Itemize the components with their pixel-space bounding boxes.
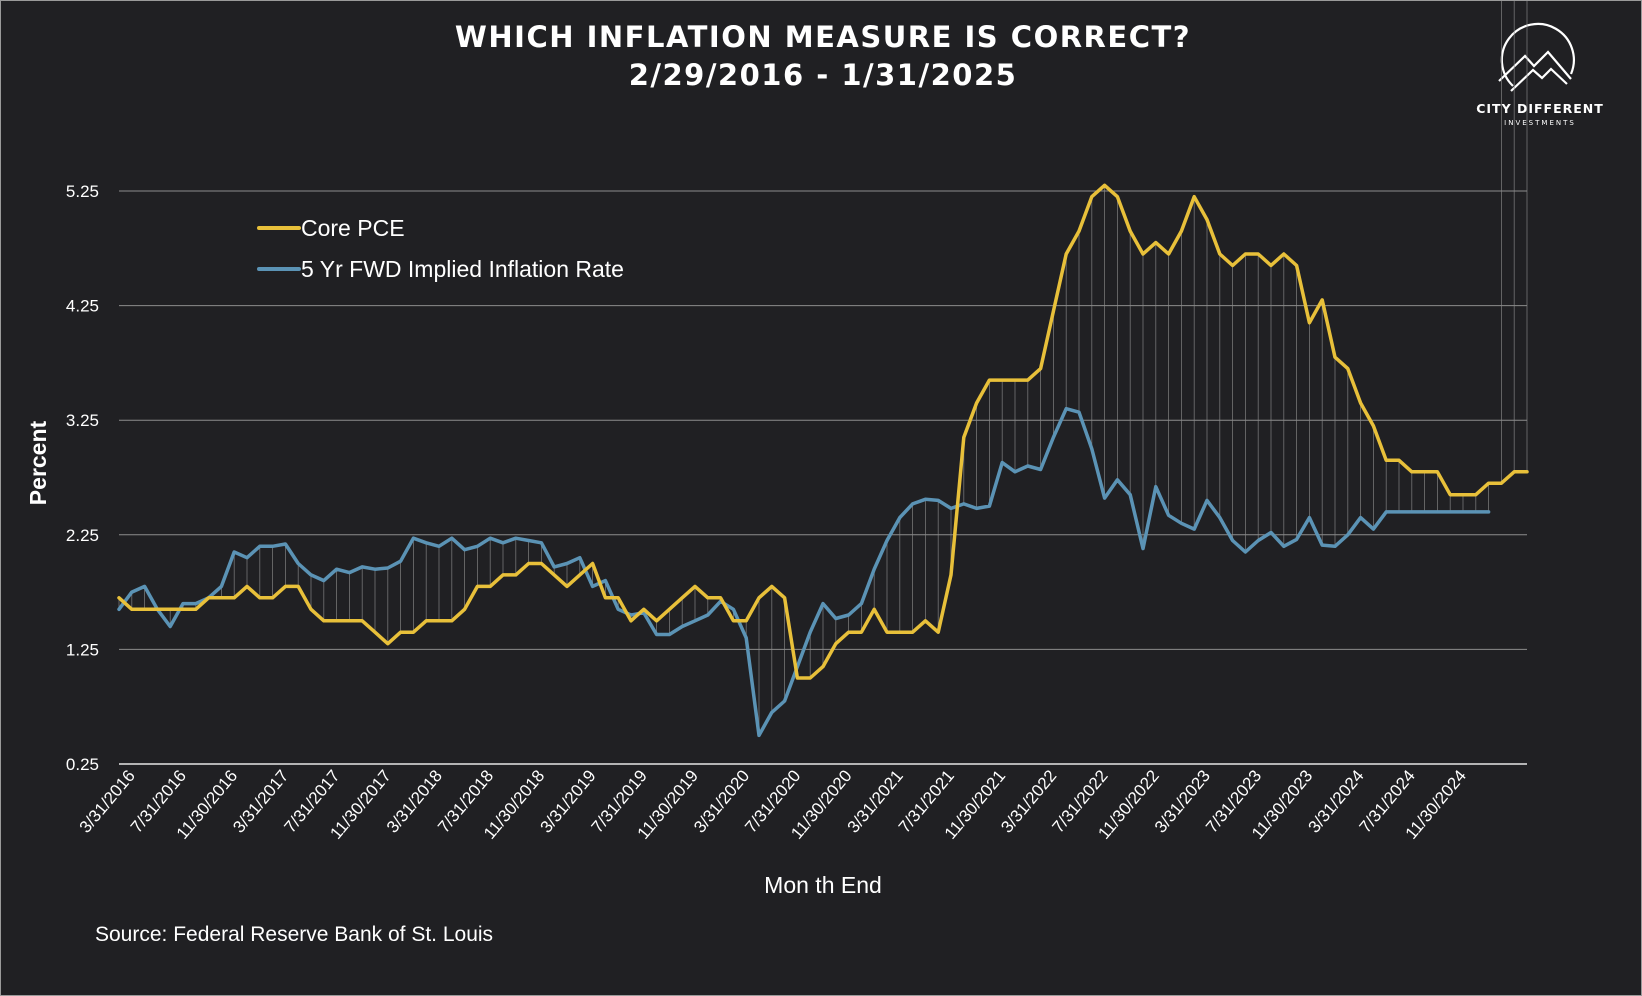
- legend-label-core-pce: Core PCE: [301, 215, 405, 241]
- chart-subtitle: 2/29/2016 - 1/31/2025: [629, 58, 1018, 92]
- chart-title: WHICH INFLATION MEASURE IS CORRECT?: [455, 20, 1191, 54]
- y-tick-label: 0.25: [66, 755, 99, 774]
- logo-subtitle: INVESTMENTS: [1504, 119, 1576, 127]
- logo-name: CITY DIFFERENT: [1476, 101, 1604, 116]
- y-tick-label: 2.25: [66, 526, 99, 545]
- x-axis-title: Mon th End: [764, 872, 882, 898]
- y-tick-label: 3.25: [66, 411, 99, 430]
- y-tick-label: 1.25: [66, 640, 99, 659]
- series-lines: [117, 183, 1529, 738]
- logo: CITY DIFFERENT INVESTMENTS: [1476, 22, 1604, 127]
- source-note: Source: Federal Reserve Bank of St. Loui…: [95, 923, 493, 946]
- legend-label-5yr-fwd: 5 Yr FWD Implied Inflation Rate: [301, 256, 624, 282]
- y-tick-label: 4.25: [66, 297, 99, 316]
- legend: Core PCE 5 Yr FWD Implied Inflation Rate: [257, 215, 624, 282]
- gridlines: [119, 190, 1527, 765]
- series-line-core-pce: [117, 183, 1529, 680]
- difference-lines: [118, 1, 1528, 736]
- mountain-logo-icon: [1498, 22, 1575, 92]
- y-tick-label: 5.25: [66, 182, 99, 201]
- y-axis-title: Percent: [25, 420, 51, 505]
- y-axis-ticks: 0.25 1.25 2.25 3.25 4.25 5.25: [66, 182, 99, 774]
- series-line-5yr-fwd: [117, 406, 1491, 738]
- x-axis-ticks: 3/31/20167/31/201611/30/20163/31/20177/3…: [76, 766, 1470, 842]
